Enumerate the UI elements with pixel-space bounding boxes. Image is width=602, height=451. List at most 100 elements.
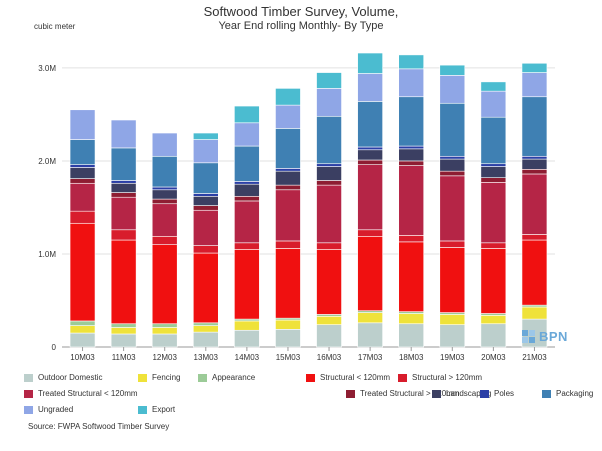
bar-segment[interactable] — [480, 90, 507, 118]
bar-segment[interactable] — [439, 64, 466, 76]
bar-segment[interactable] — [192, 322, 219, 326]
bar-segment[interactable] — [69, 167, 96, 179]
bar-segment[interactable] — [316, 184, 342, 244]
legend-item[interactable]: Structural > 120mm — [398, 373, 482, 382]
bar-segment[interactable] — [192, 139, 219, 164]
bar-segment[interactable] — [110, 182, 137, 193]
bar-segment[interactable] — [151, 189, 178, 200]
bar-segment[interactable] — [234, 320, 260, 331]
bar-segment[interactable] — [69, 178, 96, 184]
bar-segment[interactable] — [69, 164, 96, 168]
bar-segment[interactable] — [316, 242, 342, 250]
bar-segment[interactable] — [316, 166, 342, 181]
bar-segment[interactable] — [480, 242, 507, 249]
bar-segment[interactable] — [69, 320, 96, 326]
bar-segment[interactable] — [275, 329, 301, 348]
legend-item[interactable]: Export — [138, 405, 175, 414]
bar-segment[interactable] — [480, 248, 507, 314]
bar-segment[interactable] — [398, 313, 425, 325]
bar-segment[interactable] — [357, 322, 383, 348]
bar-segment[interactable] — [480, 323, 507, 348]
bar-segment[interactable] — [110, 192, 137, 198]
bar-segment[interactable] — [398, 96, 425, 147]
bar-segment[interactable] — [439, 247, 466, 313]
bar-segment[interactable] — [192, 193, 219, 197]
bar-segment[interactable] — [192, 209, 219, 246]
bar-segment[interactable] — [234, 249, 260, 320]
bar-segment[interactable] — [192, 252, 219, 324]
bar-segment[interactable] — [521, 72, 548, 98]
bar-segment[interactable] — [275, 189, 301, 242]
bar-segment[interactable] — [110, 239, 137, 325]
bar-segment[interactable] — [69, 222, 96, 322]
bar-segment[interactable] — [151, 155, 178, 188]
bar-segment[interactable] — [275, 128, 301, 169]
bar-segment[interactable] — [110, 180, 137, 184]
legend-item[interactable]: Outdoor Domestic — [24, 373, 102, 382]
bar-segment[interactable] — [357, 52, 383, 74]
bar-segment[interactable] — [316, 88, 342, 117]
bar-segment[interactable] — [398, 241, 425, 312]
bar-segment[interactable] — [192, 132, 219, 140]
bar-segment[interactable] — [110, 119, 137, 149]
bar-segment[interactable] — [69, 332, 96, 348]
bar-segment[interactable] — [521, 234, 548, 241]
bar-segment[interactable] — [151, 235, 178, 245]
bar-segment[interactable] — [151, 203, 178, 237]
bar-segment[interactable] — [234, 183, 260, 197]
bar-segment[interactable] — [316, 115, 342, 165]
bar-segment[interactable] — [398, 165, 425, 236]
bar-segment[interactable] — [234, 105, 260, 124]
bar-segment[interactable] — [398, 68, 425, 98]
bar-segment[interactable] — [151, 333, 178, 348]
bar-segment[interactable] — [316, 72, 342, 89]
bar-segment[interactable] — [398, 145, 425, 150]
bar-segment[interactable] — [439, 170, 466, 177]
bar-segment[interactable] — [110, 229, 137, 241]
bar-segment[interactable] — [398, 323, 425, 348]
bar-segment[interactable] — [151, 186, 178, 191]
bar-segment[interactable] — [69, 109, 96, 140]
bar-segment[interactable] — [110, 333, 137, 348]
bar-segment[interactable] — [439, 175, 466, 242]
bar-segment[interactable] — [110, 196, 137, 231]
legend-item[interactable]: Treated Structural < 120mm — [24, 389, 138, 398]
bar-segment[interactable] — [439, 102, 466, 157]
bar-segment[interactable] — [275, 184, 301, 191]
bar-segment[interactable] — [234, 122, 260, 147]
legend-item[interactable]: Poles — [480, 389, 514, 398]
bar-segment[interactable] — [439, 158, 466, 172]
bar-segment[interactable] — [480, 315, 507, 325]
bar-segment[interactable] — [316, 315, 342, 325]
bar-segment[interactable] — [192, 331, 219, 348]
bar-segment[interactable] — [69, 139, 96, 165]
bar-segment[interactable] — [398, 148, 425, 162]
bar-segment[interactable] — [234, 200, 260, 244]
bar-segment[interactable] — [275, 88, 301, 106]
bar-segment[interactable] — [234, 195, 260, 202]
bar-segment[interactable] — [439, 75, 466, 104]
legend-item[interactable]: Structural < 120mm — [306, 373, 390, 382]
bar-segment[interactable] — [439, 155, 466, 160]
bar-segment[interactable] — [69, 210, 96, 224]
bar-segment[interactable] — [151, 198, 178, 205]
bar-segment[interactable] — [521, 169, 548, 175]
bar-segment[interactable] — [192, 325, 219, 333]
bar-segment[interactable] — [357, 164, 383, 231]
legend-item[interactable]: Treated Structural > 120mm — [346, 389, 460, 398]
bar-segment[interactable] — [110, 327, 137, 335]
legend-item[interactable]: Landscaping — [432, 389, 491, 398]
bar-segment[interactable] — [480, 116, 507, 165]
bar-segment[interactable] — [192, 162, 219, 194]
bar-segment[interactable] — [275, 319, 301, 330]
bar-segment[interactable] — [316, 180, 342, 186]
bar-segment[interactable] — [521, 239, 548, 306]
legend-item[interactable]: Fencing — [138, 373, 180, 382]
bar-segment[interactable] — [151, 323, 178, 328]
bar-segment[interactable] — [234, 329, 260, 348]
bar-segment[interactable] — [480, 163, 507, 167]
bar-segment[interactable] — [480, 182, 507, 244]
bar-segment[interactable] — [275, 240, 301, 249]
bar-segment[interactable] — [234, 242, 260, 250]
bar-segment[interactable] — [357, 101, 383, 148]
